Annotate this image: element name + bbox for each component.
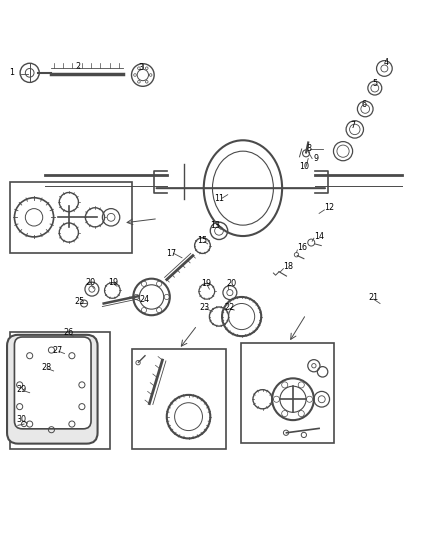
Bar <box>10 182 132 254</box>
Text: 18: 18 <box>283 262 293 271</box>
Text: 5: 5 <box>372 79 377 88</box>
Text: 21: 21 <box>368 293 378 302</box>
Text: 27: 27 <box>53 345 63 354</box>
Text: 24: 24 <box>140 295 150 304</box>
Text: 15: 15 <box>197 236 207 245</box>
Text: 19: 19 <box>201 279 212 288</box>
Text: 16: 16 <box>297 243 307 252</box>
Text: 13: 13 <box>210 221 220 230</box>
Text: 26: 26 <box>63 328 73 337</box>
Text: 6: 6 <box>362 100 367 109</box>
Text: 30: 30 <box>17 415 27 424</box>
Text: 10: 10 <box>299 162 309 171</box>
Bar <box>10 332 110 449</box>
Text: 23: 23 <box>200 303 210 312</box>
Text: 7: 7 <box>351 121 356 130</box>
Text: 20: 20 <box>85 278 95 287</box>
Text: 25: 25 <box>74 297 85 306</box>
Text: 19: 19 <box>108 278 118 287</box>
Text: 11: 11 <box>214 193 224 203</box>
Text: 20: 20 <box>227 279 237 288</box>
Text: 3: 3 <box>139 63 144 71</box>
Text: 28: 28 <box>42 363 52 372</box>
Text: 22: 22 <box>224 303 234 312</box>
Text: 1: 1 <box>9 68 14 77</box>
Text: 4: 4 <box>384 58 389 67</box>
Text: 9: 9 <box>314 154 319 163</box>
Text: 29: 29 <box>17 385 27 394</box>
Text: 8: 8 <box>306 144 311 154</box>
Text: 17: 17 <box>166 249 176 258</box>
Text: 12: 12 <box>324 203 335 212</box>
Bar <box>132 349 226 449</box>
FancyBboxPatch shape <box>7 335 98 443</box>
Bar <box>241 343 334 443</box>
Text: 2: 2 <box>75 62 81 71</box>
Text: 14: 14 <box>314 231 324 240</box>
FancyBboxPatch shape <box>14 337 91 429</box>
